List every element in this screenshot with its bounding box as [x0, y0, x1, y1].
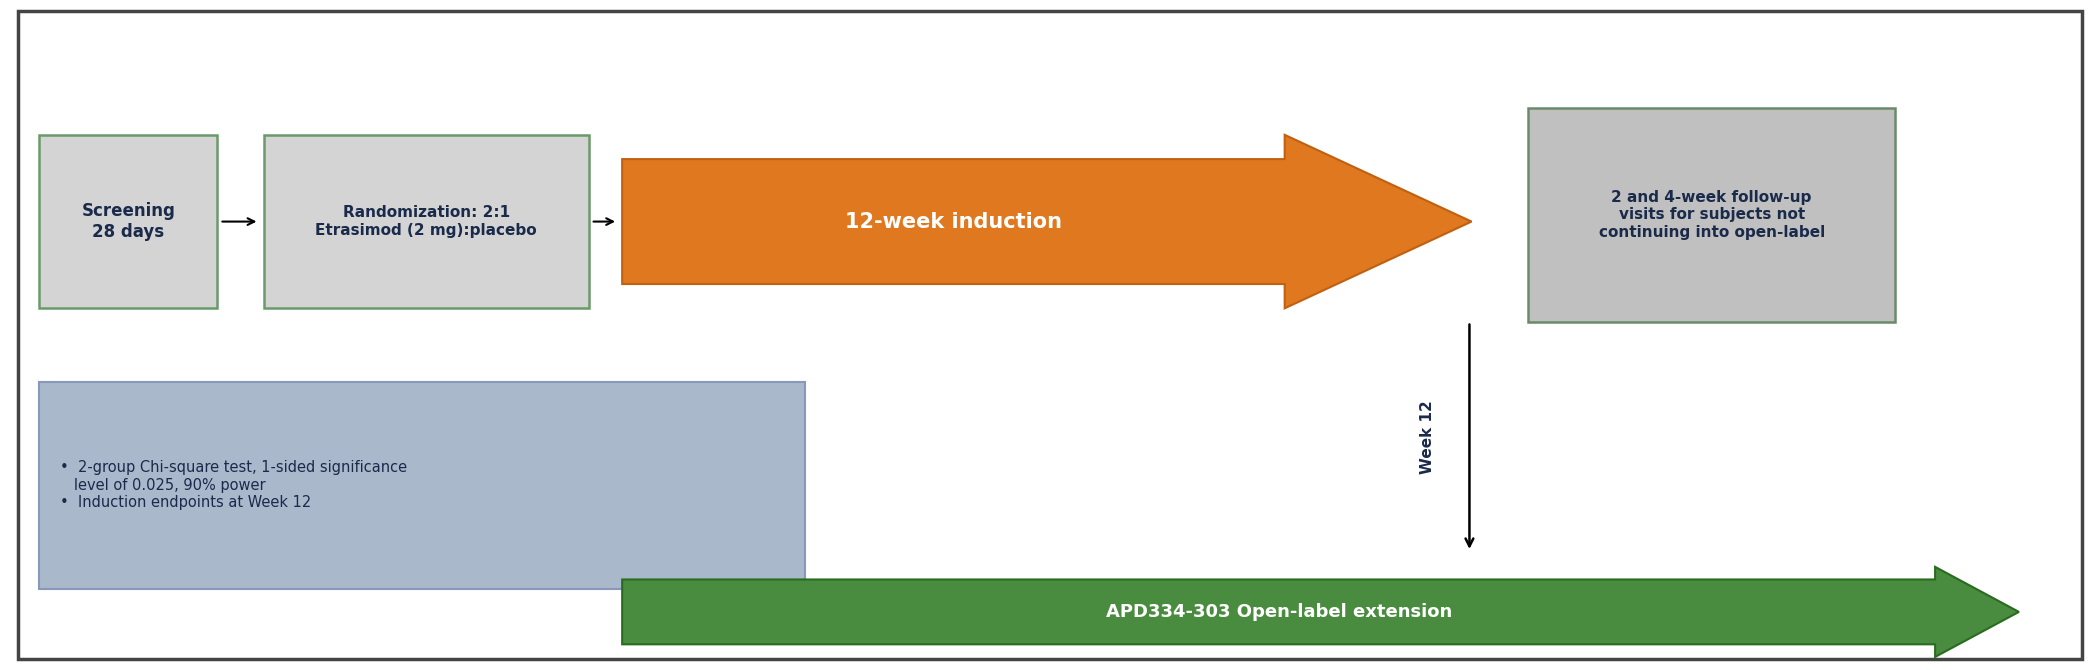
FancyBboxPatch shape — [19, 11, 2081, 659]
Polygon shape — [622, 135, 1472, 308]
Text: •  2-group Chi-square test, 1-sided significance
   level of 0.025, 90% power
• : • 2-group Chi-square test, 1-sided signi… — [61, 460, 407, 510]
FancyBboxPatch shape — [40, 135, 218, 308]
Polygon shape — [622, 567, 2018, 657]
Text: Randomization: 2:1
Etrasimod (2 mg):placebo: Randomization: 2:1 Etrasimod (2 mg):plac… — [315, 206, 538, 238]
FancyBboxPatch shape — [262, 135, 588, 308]
FancyBboxPatch shape — [1529, 108, 1894, 322]
Text: APD334-303 Open-label extension: APD334-303 Open-label extension — [1105, 603, 1451, 621]
Text: Week 12: Week 12 — [1420, 400, 1434, 474]
Text: Screening
28 days: Screening 28 days — [82, 202, 174, 241]
Text: 12-week induction: 12-week induction — [844, 212, 1063, 232]
FancyBboxPatch shape — [40, 382, 804, 588]
Text: 2 and 4-week follow-up
visits for subjects not
continuing into open-label: 2 and 4-week follow-up visits for subjec… — [1598, 190, 1825, 240]
